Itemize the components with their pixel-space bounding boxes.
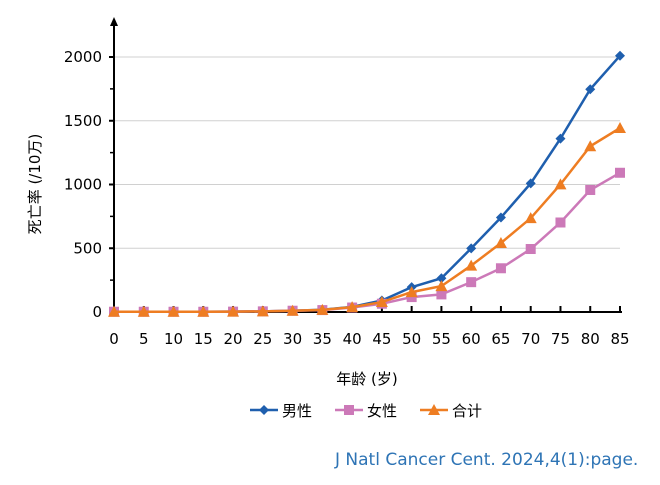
data-point [316, 303, 329, 315]
data-point [108, 305, 120, 317]
legend-label: 女性 [367, 402, 397, 420]
data-point [197, 305, 210, 317]
x-tick-label: 60 [462, 330, 481, 348]
data-point [554, 178, 567, 190]
x-tick-label: 70 [521, 330, 540, 348]
series-line-2 [114, 126, 621, 313]
data-point [167, 305, 180, 317]
x-tick-label: 50 [402, 330, 421, 348]
x-tick-label: 0 [109, 330, 119, 348]
y-axis-arrow [110, 17, 118, 26]
x-tick-label: 25 [253, 330, 272, 348]
data-point [615, 50, 625, 61]
legend-marker [344, 405, 354, 415]
y-tick-label: 500 [73, 239, 102, 257]
data-point [525, 178, 536, 189]
data-point [466, 277, 477, 288]
x-axis-title: 年龄 (岁) [336, 370, 397, 388]
x-tick-label: 85 [610, 330, 629, 348]
x-tick-label: 45 [372, 330, 391, 348]
x-tick-label: 40 [343, 330, 362, 348]
data-point [615, 167, 625, 178]
data-point [375, 296, 388, 308]
x-tick-label: 30 [283, 330, 302, 348]
series-line-0 [114, 54, 621, 313]
x-tick-label: 10 [164, 330, 183, 348]
y-tick-label: 1000 [64, 176, 102, 194]
data-point [524, 212, 537, 224]
legend-label: 男性 [282, 402, 312, 420]
data-point [555, 217, 566, 228]
data-point [614, 122, 626, 134]
y-tick-label: 2000 [64, 48, 102, 66]
data-point [466, 243, 477, 254]
data-point [494, 237, 507, 249]
data-point [346, 301, 359, 313]
data-point [256, 305, 269, 317]
data-point [585, 84, 596, 95]
data-point [585, 184, 596, 195]
data-point [436, 289, 447, 300]
x-tick-label: 5 [139, 330, 149, 348]
data-point [525, 244, 536, 255]
x-tick-label: 15 [194, 330, 213, 348]
y-tick-label: 1500 [64, 112, 102, 130]
legend-marker [259, 405, 269, 415]
series-line-1 [114, 171, 621, 313]
data-point [584, 140, 597, 152]
data-point [405, 286, 418, 298]
data-point [286, 304, 299, 316]
x-tick-label: 65 [491, 330, 510, 348]
legend-marker [428, 404, 440, 415]
data-point [495, 212, 506, 223]
data-point [227, 305, 240, 317]
x-tick-label: 75 [551, 330, 570, 348]
data-point [435, 280, 448, 292]
data-point [465, 259, 478, 271]
x-tick-label: 80 [581, 330, 600, 348]
data-point [137, 305, 150, 317]
y-tick-label: 0 [92, 303, 102, 321]
source-citation: J Natl Cancer Cent. 2024,4(1):page. [335, 450, 639, 470]
y-axis-title: 死亡率 (/10万) [26, 134, 44, 235]
data-point [436, 273, 447, 284]
data-point [495, 263, 506, 274]
x-tick-label: 55 [432, 330, 451, 348]
data-point [555, 133, 566, 144]
x-tick-label: 35 [313, 330, 332, 348]
x-tick-label: 20 [224, 330, 243, 348]
legend-label: 合计 [452, 402, 482, 420]
